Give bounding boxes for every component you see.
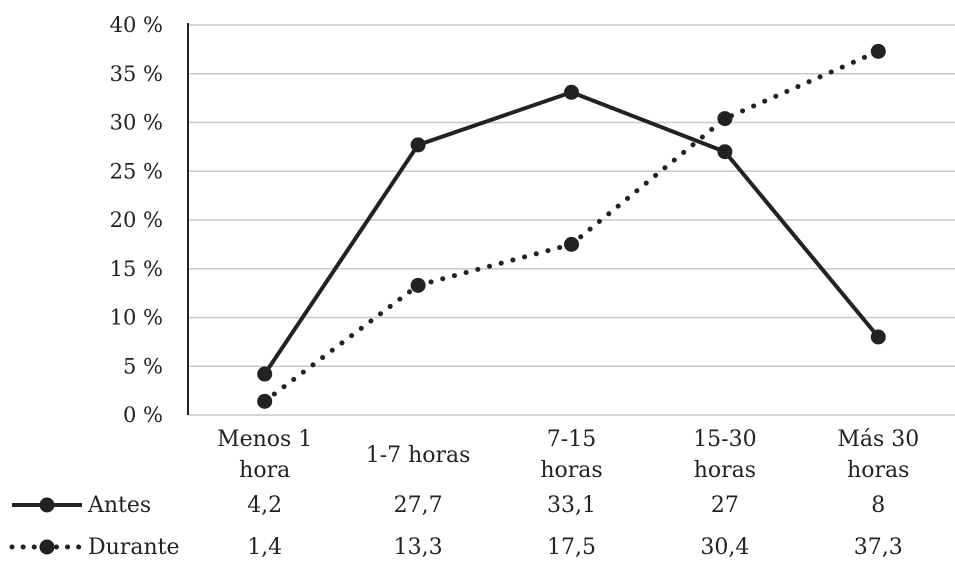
x-tick-label: Más 30 xyxy=(837,427,919,452)
series-line-antes xyxy=(263,90,880,376)
data-point-antes xyxy=(870,329,886,345)
table-value: 8 xyxy=(871,493,885,518)
data-point-durante xyxy=(257,393,273,409)
y-tick-label: 15 % xyxy=(110,257,163,281)
y-axis-ticks: 0 % 5 % 10 % 15 % 20 % 25 % 30 % 35 % 40 % xyxy=(110,13,163,427)
y-tick-label: 10 % xyxy=(110,306,163,330)
x-tick-label: 1-7 horas xyxy=(366,443,471,468)
table-value: 27 xyxy=(711,493,739,518)
table-value: 37,3 xyxy=(854,535,903,560)
data-point-antes xyxy=(257,366,273,382)
x-tick-label: Menos 1 xyxy=(217,427,312,452)
x-tick-label: horas xyxy=(847,458,909,483)
x-tick-label: 15-30 xyxy=(693,427,756,452)
y-tick-label: 5 % xyxy=(123,354,163,378)
data-point-durante xyxy=(870,43,886,59)
data-point-durante xyxy=(410,277,426,293)
data-point-antes xyxy=(564,84,579,100)
legend-key-marker xyxy=(39,497,55,513)
y-tick-label: 40 % xyxy=(110,13,163,37)
table-value: 27,7 xyxy=(394,493,443,518)
data-table: Antes 4,2 27,7 33,1 27 8 Durante 1,4 13,3 17,5 30,… xyxy=(9,493,903,560)
x-axis-categories: Menos 1 hora 1-7 horas 7-15 horas 15-30 horas M… xyxy=(217,427,919,483)
table-value: 30,4 xyxy=(700,535,749,560)
table-value: 4,2 xyxy=(247,493,282,518)
data-point-durante xyxy=(564,236,579,252)
data-point-antes xyxy=(717,144,733,160)
table-value: 17,5 xyxy=(547,535,596,560)
x-tick-label: horas xyxy=(540,458,602,483)
gridlines xyxy=(188,24,955,416)
x-tick-label: hora xyxy=(239,458,290,483)
table-value: 33,1 xyxy=(547,493,596,518)
table-value: 1,4 xyxy=(247,535,282,560)
x-tick-label: 7-15 xyxy=(547,427,596,452)
y-tick-label: 25 % xyxy=(110,159,163,183)
data-point-durante xyxy=(717,111,733,127)
legend-label-antes: Antes xyxy=(87,493,151,518)
legend-key-marker xyxy=(39,539,55,555)
y-tick-label: 35 % xyxy=(110,62,163,86)
y-tick-label: 0 % xyxy=(123,403,163,427)
y-tick-label: 30 % xyxy=(110,111,163,135)
legend-label-durante: Durante xyxy=(88,535,179,560)
x-tick-label: horas xyxy=(694,458,756,483)
y-tick-label: 20 % xyxy=(110,208,163,232)
series-points xyxy=(257,43,886,409)
data-point-antes xyxy=(410,137,426,153)
series-lines xyxy=(262,48,881,404)
table-value: 13,3 xyxy=(394,535,443,560)
